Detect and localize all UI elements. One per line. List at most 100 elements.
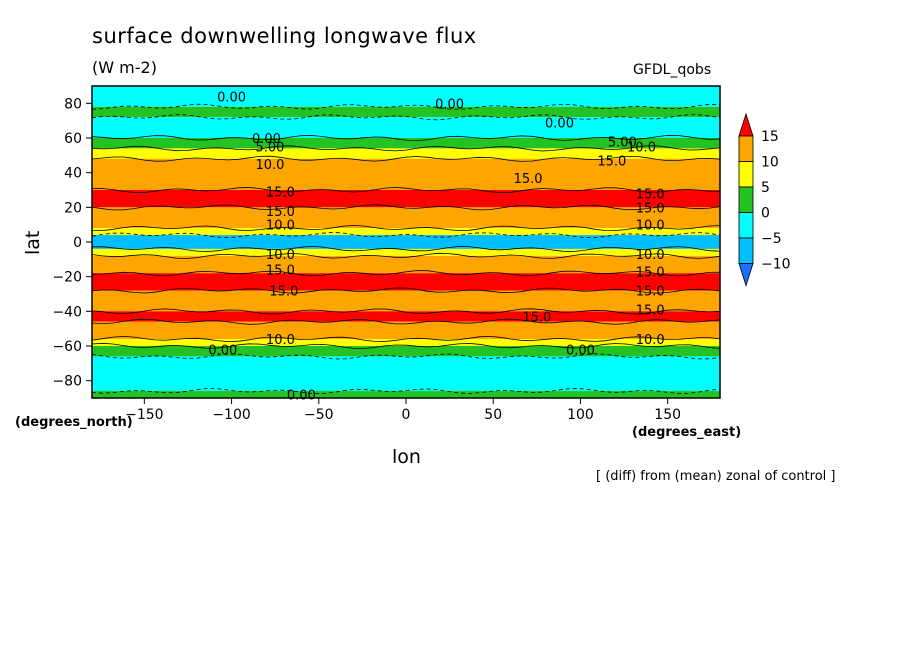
contour-line-17 xyxy=(91,342,721,349)
contour-line-19 xyxy=(91,387,721,395)
contour-label-10: 15.0 xyxy=(266,186,295,201)
contour-lines xyxy=(91,103,721,395)
heatmap-band-19 xyxy=(92,391,720,398)
heatmap-band-5 xyxy=(92,158,720,190)
contour-label-28: 0.00 xyxy=(287,389,316,404)
contour-label-8: 15.0 xyxy=(597,155,626,170)
colorbar-segment-2 xyxy=(738,212,754,239)
contour-line-14 xyxy=(91,308,721,315)
y-tick-label-6: 40 xyxy=(64,166,82,182)
contour-line-13 xyxy=(91,287,721,294)
colorbar-label-5: −10 xyxy=(761,257,791,273)
heatmap-band-3 xyxy=(92,138,720,149)
contour-label-12: 15.0 xyxy=(266,205,295,220)
colorbar-label-0: 15 xyxy=(761,129,779,145)
chart-title: surface downwelling longwave flux xyxy=(92,24,477,48)
x-axis-ticks: −150 −100 −50 0 50 100 150 xyxy=(125,398,681,423)
x-tick-label-2: −50 xyxy=(304,407,334,423)
heatmap-band-10 xyxy=(92,248,720,256)
contour-line-4 xyxy=(91,145,721,152)
model-label: GFDL_qobs xyxy=(633,62,712,78)
heatmap-band-14 xyxy=(92,311,720,322)
x-tick-label-1: −100 xyxy=(212,407,250,423)
heatmap-band-6 xyxy=(92,190,720,208)
y-tick-label-8: 80 xyxy=(64,96,82,112)
contour-label-16: 10.0 xyxy=(266,248,295,263)
heatmap-band-0 xyxy=(92,86,720,107)
heatmap-band-1 xyxy=(92,106,720,118)
x-tick-label-6: 150 xyxy=(654,407,681,423)
heatmap-band-18 xyxy=(92,356,720,392)
heatmap-band-17 xyxy=(92,346,720,357)
heatmap-band-16 xyxy=(92,339,720,346)
colorbar-segment-4 xyxy=(738,161,754,188)
contour-label-20: 15.0 xyxy=(269,285,298,300)
x-tick-label-0: −150 xyxy=(125,407,163,423)
contour-label-0: 0.00 xyxy=(217,90,246,105)
heatmap-band-7 xyxy=(92,207,720,229)
contour-label-7: 10.0 xyxy=(255,158,284,173)
x-tick-label-5: 100 xyxy=(567,407,594,423)
contour-label-4: 5.00 xyxy=(255,141,284,156)
contour-line-11 xyxy=(91,252,721,259)
colorbar-bottom-arrow xyxy=(738,263,754,287)
heatmap-band-11 xyxy=(92,255,720,274)
contour-label-9: 15.0 xyxy=(514,172,543,187)
contour-line-6 xyxy=(91,187,721,194)
contour-label-25: 10.0 xyxy=(636,333,665,348)
contour-label-2: 0.00 xyxy=(545,116,574,131)
colorbar-label-2: 5 xyxy=(761,180,770,196)
colorbar-segment-1 xyxy=(738,237,754,264)
contour-label-3: 0.00 xyxy=(252,132,281,147)
contour-line-5 xyxy=(91,155,721,162)
heatmap-band-12 xyxy=(92,273,720,291)
heatmap-band-13 xyxy=(92,290,720,312)
contour-line-12 xyxy=(91,270,721,277)
contour-label-19: 15.0 xyxy=(636,265,665,280)
contour-line-16 xyxy=(91,335,721,343)
y-tick-label-1: −60 xyxy=(52,339,82,355)
colorbar: 15 10 5 0 −5 −10 xyxy=(738,112,791,287)
contour-label-18: 15.0 xyxy=(266,264,295,279)
colorbar-label-3: 0 xyxy=(761,206,770,222)
colorbar-top-arrow xyxy=(738,112,754,137)
contour-line-3 xyxy=(91,134,721,142)
contour-line-10 xyxy=(91,245,721,253)
x-tick-label-3: 0 xyxy=(402,407,411,423)
contour-label-15: 10.0 xyxy=(636,219,665,234)
contour-label-26: 0.00 xyxy=(208,343,237,358)
heatmap-band-4 xyxy=(92,148,720,159)
contour-line-7 xyxy=(91,204,721,211)
y-axis-ticks: −80 −60 −40 −20 0 20 40 60 80 xyxy=(52,96,92,390)
y-tick-label-0: −80 xyxy=(52,374,82,390)
y-tick-label-5: 20 xyxy=(64,200,82,216)
contour-line-18 xyxy=(91,353,721,360)
contour-label-5: 5.00 xyxy=(608,135,637,150)
contour-label-6: 10.0 xyxy=(627,141,656,156)
contour-label-24: 10.0 xyxy=(266,333,295,348)
contour-label-23: 15.0 xyxy=(636,304,665,319)
y-tick-label-7: 60 xyxy=(64,131,82,147)
heatmap-band-8 xyxy=(92,228,720,236)
contour-label-17: 10.0 xyxy=(636,248,665,263)
contour-label-21: 15.0 xyxy=(636,285,665,300)
colorbar-label-1: 10 xyxy=(761,155,779,171)
y-tick-label-2: −40 xyxy=(52,304,82,320)
contour-line-9 xyxy=(91,231,721,239)
heatmap-band-15 xyxy=(92,321,720,340)
contour-label-13: 15.0 xyxy=(636,201,665,216)
heatmap-band-9 xyxy=(92,235,720,249)
colorbar-segment-5 xyxy=(738,135,754,162)
contour-label-22: 15.0 xyxy=(522,311,551,326)
heatmap-bands xyxy=(92,86,720,398)
y-tick-label-4: 0 xyxy=(73,235,82,251)
y-tick-label-3: −20 xyxy=(52,270,82,286)
contour-label-27: 0.00 xyxy=(566,343,595,358)
x-tick-label-4: 50 xyxy=(484,407,502,423)
contour-label-1: 0.00 xyxy=(435,97,464,112)
contour-label-14: 10.0 xyxy=(266,219,295,234)
contour-line-1 xyxy=(91,103,721,110)
contour-line-8 xyxy=(92,224,721,232)
